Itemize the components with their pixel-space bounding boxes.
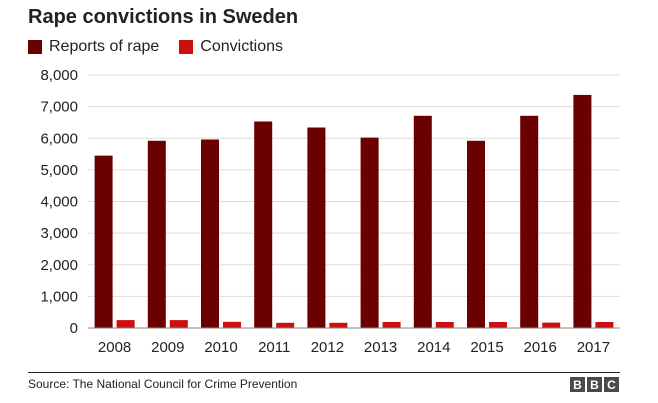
bar-reports — [360, 137, 379, 328]
x-tick-label: 2009 — [151, 339, 184, 356]
footer-divider — [28, 372, 620, 373]
y-tick-label: 3,000 — [40, 225, 78, 242]
bar-reports — [307, 127, 326, 328]
y-tick-label: 8,000 — [40, 67, 78, 84]
bar-reports — [413, 115, 432, 328]
bbc-logo: B B C — [568, 377, 619, 392]
chart-title: Rape convictions in Sweden — [28, 6, 299, 28]
bar-reports — [573, 94, 592, 328]
bar-reports — [467, 140, 485, 328]
legend-swatch-convictions — [179, 40, 194, 54]
bar-convictions — [169, 320, 188, 328]
x-tick-label: 2013 — [364, 339, 397, 356]
bar-reports — [520, 115, 539, 328]
y-tick-label: 6,000 — [40, 130, 78, 147]
bar-reports — [94, 155, 113, 328]
bar-convictions — [595, 321, 614, 328]
source-note: Source: The National Council for Crime P… — [28, 377, 298, 391]
bar-convictions — [329, 322, 348, 328]
bar-reports — [201, 139, 219, 328]
legend-swatch-reports — [28, 40, 42, 54]
legend-item-reports: Reports of rape — [28, 38, 159, 56]
logo-letter-b2: B — [587, 377, 602, 392]
logo-letter-b1: B — [570, 377, 585, 392]
bar-convictions — [276, 322, 295, 328]
legend-label-convictions: Convictions — [200, 38, 283, 55]
bar-convictions — [542, 322, 561, 328]
bar-convictions — [116, 320, 135, 328]
bar-convictions — [435, 321, 454, 328]
x-tick-label: 2012 — [311, 339, 344, 356]
bar-chart: 0 1,000 2,000 3,000 4,000 5,000 6,000 7,000 8,00… — [40, 67, 620, 356]
legend-item-convictions: Convictions — [179, 38, 283, 56]
legend: Reports of rape Convictions — [28, 38, 303, 56]
y-tick-label: 7,000 — [40, 99, 78, 116]
x-tick-label: 2017 — [577, 339, 610, 356]
logo-letter-c: C — [604, 377, 619, 392]
bar-convictions — [382, 321, 401, 328]
y-tick-label: 0 — [70, 320, 78, 337]
y-tick-label: 4,000 — [40, 194, 78, 211]
x-tick-label: 2011 — [258, 339, 290, 356]
legend-label-reports: Reports of rape — [49, 38, 160, 55]
bar-convictions — [223, 321, 241, 328]
bar-reports — [254, 121, 273, 329]
bar-convictions — [489, 321, 507, 328]
y-tick-label: 5,000 — [40, 162, 78, 179]
x-tick-label: 2010 — [204, 339, 237, 356]
x-tick-label: 2015 — [470, 339, 503, 356]
y-tick-label: 2,000 — [40, 257, 78, 274]
x-tick-label: 2014 — [417, 339, 450, 356]
x-tick-label: 2008 — [98, 339, 131, 356]
bar-reports — [147, 140, 166, 328]
x-tick-label: 2016 — [524, 339, 557, 356]
y-tick-label: 1,000 — [40, 288, 78, 305]
